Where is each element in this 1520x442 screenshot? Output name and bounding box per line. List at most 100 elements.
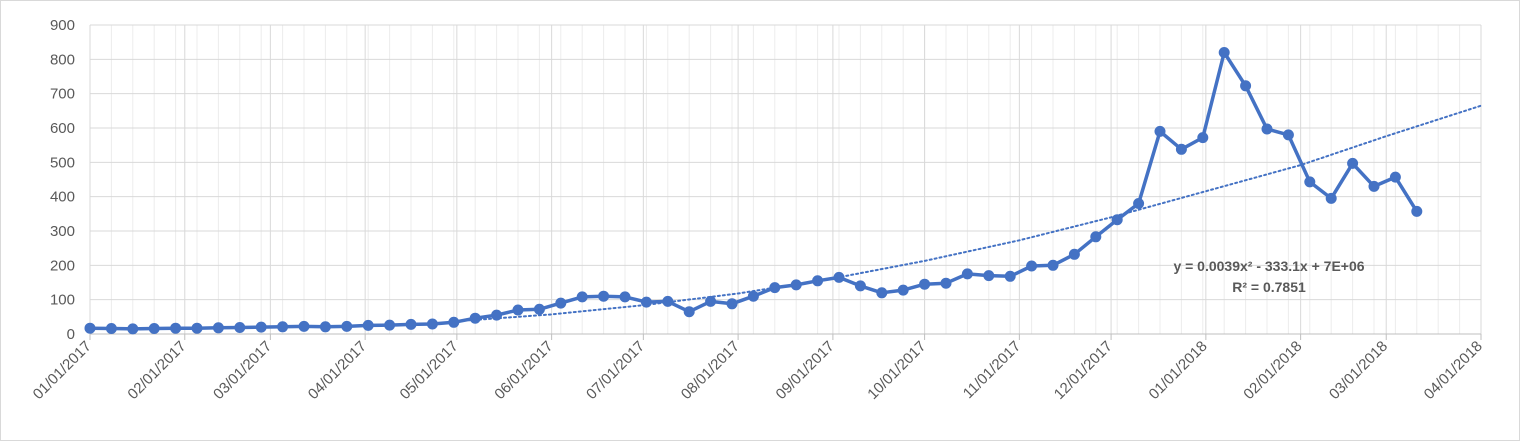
data-point bbox=[1347, 157, 1359, 169]
x-tick-label: 02/01/2018 bbox=[1240, 338, 1305, 403]
trendline-group bbox=[468, 104, 1482, 322]
data-point bbox=[170, 322, 182, 334]
data-point bbox=[84, 322, 96, 334]
data-point bbox=[619, 291, 631, 303]
x-tick-labels: 01/01/2017 02/01/2017 03/01/2017 04/01/2017… bbox=[30, 338, 1486, 403]
data-point bbox=[576, 291, 588, 303]
data-point bbox=[1154, 125, 1166, 137]
data-point bbox=[940, 277, 952, 289]
x-tick-label: 11/01/2017 bbox=[960, 338, 1024, 402]
data-point bbox=[341, 320, 353, 332]
trendline bbox=[468, 104, 1482, 322]
x-tick-label: 02/01/2017 bbox=[124, 338, 189, 403]
data-point bbox=[598, 290, 610, 302]
data-point bbox=[1068, 248, 1080, 260]
x-tick-label: 07/01/2017 bbox=[583, 338, 648, 403]
y-tick-label: 500 bbox=[50, 154, 75, 171]
data-point bbox=[897, 284, 909, 296]
data-point bbox=[769, 282, 781, 294]
y-tick-label: 900 bbox=[50, 17, 75, 34]
major-gridlines bbox=[89, 24, 1482, 334]
data-point bbox=[234, 322, 246, 333]
x-tick-label: 09/01/2017 bbox=[773, 338, 838, 403]
data-point bbox=[1026, 260, 1038, 272]
y-tick-label: 400 bbox=[50, 189, 75, 206]
data-point bbox=[1197, 132, 1209, 144]
data-point bbox=[426, 318, 438, 330]
x-tick-label: 04/01/2017 bbox=[305, 338, 370, 403]
x-tick-label: 12/01/2017 bbox=[1051, 338, 1116, 403]
data-point bbox=[512, 304, 524, 316]
data-point bbox=[1111, 214, 1123, 226]
x-tick-label: 04/01/2018 bbox=[1421, 338, 1486, 403]
axes bbox=[89, 333, 1482, 340]
series-group bbox=[84, 47, 1423, 335]
data-point bbox=[362, 319, 374, 331]
data-point bbox=[212, 322, 224, 334]
y-tick-label: 100 bbox=[50, 292, 75, 309]
data-point bbox=[491, 309, 503, 321]
data-point bbox=[127, 323, 139, 335]
data-point bbox=[1282, 129, 1294, 141]
data-point bbox=[747, 290, 759, 302]
data-point bbox=[1218, 47, 1230, 58]
data-point bbox=[919, 278, 931, 290]
trendline-r-squared: R² = 0.7851 bbox=[1232, 279, 1306, 295]
data-point bbox=[854, 280, 866, 292]
data-point bbox=[1004, 270, 1016, 282]
data-point bbox=[876, 287, 888, 299]
data-point bbox=[961, 268, 973, 280]
data-point bbox=[469, 312, 481, 324]
data-point bbox=[1133, 198, 1145, 209]
x-tick-label: 03/01/2017 bbox=[210, 338, 275, 403]
y-tick-label: 300 bbox=[50, 223, 75, 240]
data-point bbox=[255, 321, 267, 333]
x-tick-label: 01/01/2018 bbox=[1146, 338, 1211, 403]
y-tick-label: 0 bbox=[67, 326, 75, 343]
data-point bbox=[662, 295, 674, 307]
data-point bbox=[1368, 180, 1380, 192]
y-tick-label: 200 bbox=[50, 257, 75, 274]
trendline-equation: y = 0.0039x² - 333.1x + 7E+06 bbox=[1173, 258, 1364, 274]
x-tick-label: 05/01/2017 bbox=[397, 338, 462, 403]
data-point bbox=[1411, 205, 1423, 217]
data-point bbox=[1304, 176, 1316, 188]
y-tick-labels: 0 100 200 300 400 500 600 700 800 900 bbox=[50, 17, 75, 343]
data-point bbox=[640, 296, 652, 308]
data-point bbox=[105, 323, 117, 334]
data-point bbox=[726, 298, 738, 310]
data-point bbox=[555, 297, 567, 309]
data-point bbox=[1090, 231, 1102, 243]
data-point bbox=[1175, 143, 1187, 155]
data-point bbox=[448, 316, 460, 328]
data-point bbox=[533, 303, 545, 315]
y-tick-label: 700 bbox=[50, 86, 75, 103]
x-tick-label: 01/01/2017 bbox=[30, 338, 95, 403]
data-point bbox=[405, 318, 417, 330]
x-tick-label: 06/01/2017 bbox=[491, 338, 556, 403]
data-point bbox=[1325, 192, 1337, 204]
data-point bbox=[384, 319, 396, 331]
data-point bbox=[298, 320, 310, 332]
x-tick-label: 10/01/2017 bbox=[864, 338, 929, 403]
x-tick-label: 08/01/2017 bbox=[678, 338, 743, 403]
data-point bbox=[148, 323, 160, 334]
data-point bbox=[1240, 80, 1252, 92]
data-point bbox=[277, 321, 289, 333]
data-point bbox=[833, 271, 845, 283]
data-point bbox=[1047, 259, 1059, 271]
data-point bbox=[705, 295, 717, 307]
data-point bbox=[790, 279, 802, 291]
data-point bbox=[319, 321, 331, 333]
y-tick-label: 800 bbox=[50, 51, 75, 68]
data-point bbox=[683, 306, 695, 318]
data-point bbox=[1261, 123, 1273, 135]
minor-gridlines bbox=[89, 25, 1461, 334]
data-point bbox=[983, 270, 995, 282]
y-tick-label: 600 bbox=[50, 120, 75, 137]
data-point bbox=[812, 275, 824, 287]
x-tick-label: 03/01/2018 bbox=[1326, 338, 1391, 403]
data-point bbox=[191, 322, 203, 334]
